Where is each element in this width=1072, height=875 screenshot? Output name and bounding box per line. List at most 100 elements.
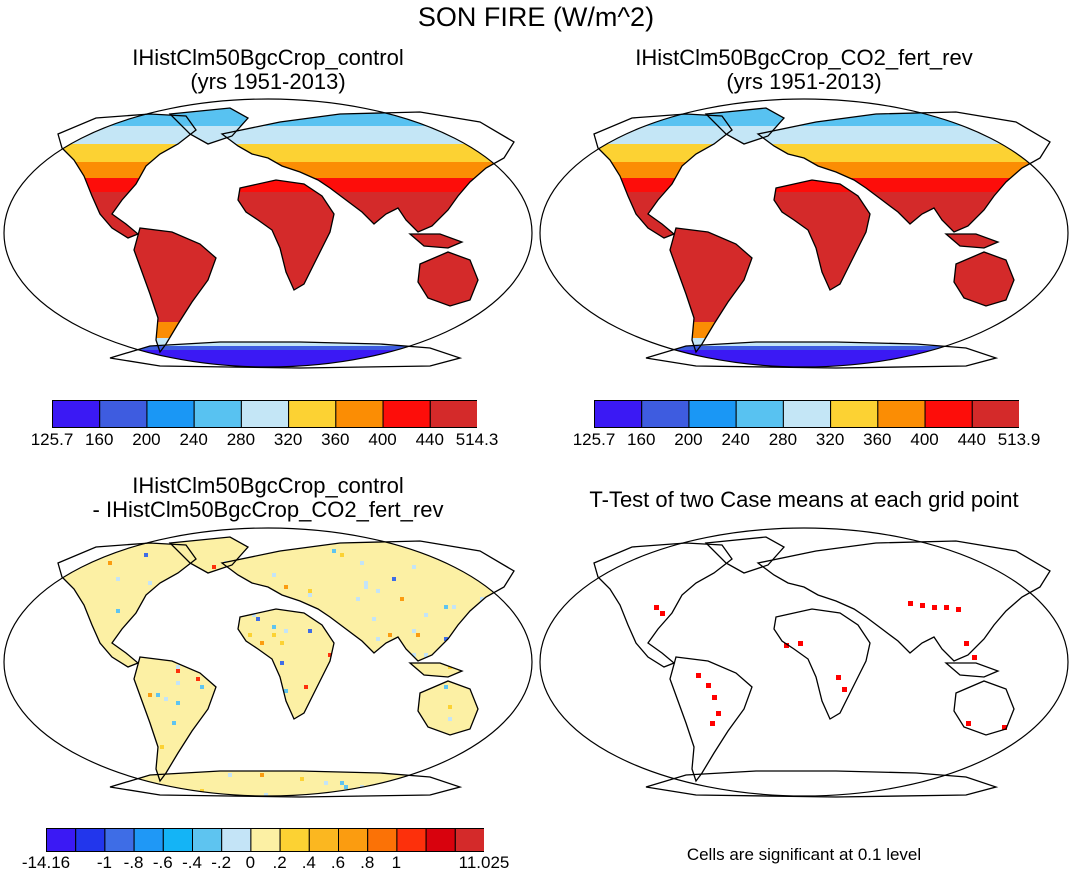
diff-cell: [508, 789, 512, 793]
coastline-australia: [417, 251, 479, 307]
diff-cell: [112, 773, 116, 777]
panel-title-ttest: T-Test of two Case means at each grid po…: [536, 488, 1072, 512]
diff-cell: [40, 553, 44, 557]
diff-cell: [420, 525, 424, 529]
diff-cell: [484, 761, 488, 765]
diff-cell: [4, 713, 8, 717]
diff-cell: [380, 789, 384, 793]
diff-cell: [24, 597, 28, 601]
diff-cell: [8, 593, 12, 597]
diff-cell: [88, 525, 92, 529]
diff-cell: [112, 529, 116, 533]
diff-cell: [500, 593, 504, 597]
diff-cell: [108, 781, 112, 785]
diff-cell: [32, 769, 36, 773]
coastline-indonesia: [408, 233, 464, 249]
map-co2-fert-rev: [539, 98, 1069, 369]
diff-cell: [0, 713, 4, 717]
diff-cell: [64, 793, 68, 797]
diff-cell: [512, 717, 516, 721]
coastline-australia: [417, 680, 479, 736]
colorbar-tick-label: 360: [321, 430, 350, 449]
diff-cell: [272, 625, 276, 629]
diff-cell: [48, 785, 52, 789]
diff-cell: [424, 529, 428, 533]
coastline-africa: [773, 179, 871, 291]
diff-cell: [0, 761, 4, 765]
diff-cell: [52, 565, 56, 569]
diff-cell: [60, 757, 64, 761]
diff-cell: [84, 533, 88, 537]
colorbar-swatch: [146, 400, 195, 428]
diff-cell: [400, 597, 404, 601]
diff-cell: [24, 769, 28, 773]
diff-cell: [376, 589, 380, 593]
diff-cell: [28, 769, 32, 773]
diff-cell: [68, 793, 72, 797]
diff-cell: [164, 529, 168, 533]
diff-cell: [444, 685, 448, 689]
land-band: [222, 144, 514, 162]
diff-cell: [492, 769, 496, 773]
diff-cell: [360, 561, 364, 565]
significant-cell: [920, 603, 925, 608]
diff-cell: [516, 777, 520, 781]
diff-cell: [392, 577, 396, 581]
diff-cell: [412, 653, 416, 657]
diff-cell: [96, 533, 100, 537]
diff-cell: [52, 565, 56, 569]
diff-cell: [412, 629, 416, 633]
diff-cell: [500, 577, 504, 581]
diff-cell: [112, 529, 116, 533]
diff-cell: [476, 573, 480, 577]
diff-cell: [528, 589, 532, 593]
diff-cell: [412, 565, 416, 569]
diff-cell: [44, 781, 48, 785]
diff-cell: [32, 577, 36, 581]
significant-cell: [842, 687, 847, 692]
significance-note: Cells are significant at 0.1 level: [686, 845, 922, 864]
map-border: [539, 527, 1069, 797]
diff-cell: [100, 785, 104, 789]
map-content: [540, 528, 1068, 796]
panel-title-control: IHistClm50BgcCrop_control (yrs 1951-2013…: [0, 46, 536, 94]
diff-cell: [108, 561, 112, 565]
diff-cell: [448, 537, 452, 541]
colorbar-tick-label: 400: [910, 430, 939, 449]
coastline-australia: [953, 251, 1015, 307]
colorbar-tick-label: 400: [368, 430, 397, 449]
diff-cell: [488, 545, 492, 549]
diff-cell: [380, 789, 384, 793]
colorbar-swatch: [250, 828, 281, 852]
coastline-namerica: [57, 113, 197, 239]
colorbar-swatch: [429, 400, 477, 428]
diff-cell: [372, 617, 376, 621]
colorbar-swatch: [877, 400, 926, 428]
diff-cell: [72, 761, 76, 765]
diff-cell: [464, 777, 468, 781]
colorbar-swatch: [454, 828, 484, 852]
diff-cell: [524, 725, 528, 729]
diff-cell: [380, 525, 384, 529]
diff-cell: [392, 785, 396, 789]
diff-cell: [164, 697, 168, 701]
diff-cell: [48, 781, 52, 785]
diff-cell: [424, 613, 428, 617]
coastline-indonesia: [408, 662, 464, 678]
diff-cell: [16, 733, 20, 737]
diff-cell: [304, 685, 308, 689]
colorbar-swatch: [971, 400, 1019, 428]
diff-cell: [12, 545, 16, 549]
diff-cell: [196, 677, 200, 681]
diff-cell: [48, 537, 52, 541]
diff-cell: [20, 537, 24, 541]
diff-cell: [16, 737, 20, 741]
diff-cell: [228, 773, 232, 777]
diff-cell: [72, 773, 76, 777]
diff-cell: [108, 549, 112, 553]
diff-cell: [512, 741, 516, 745]
diff-cell: [40, 529, 44, 533]
map-ttest: [539, 527, 1069, 798]
colorbar-tick-label: 320: [815, 430, 845, 449]
diff-cell: [488, 777, 492, 781]
